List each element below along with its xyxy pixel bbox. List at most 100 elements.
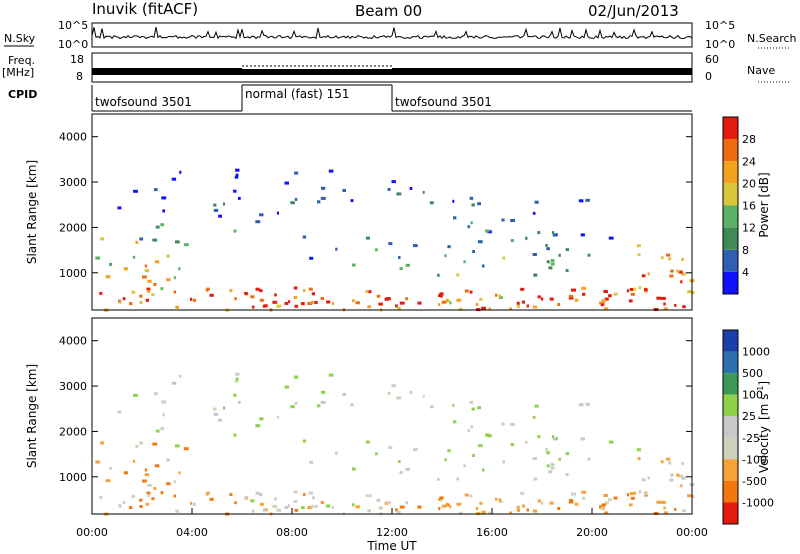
power-cell (630, 292, 635, 296)
velocity-cell (613, 496, 618, 500)
power-cell (234, 175, 239, 179)
power-cell (367, 305, 372, 309)
power-cell (633, 287, 637, 291)
power-cell (391, 180, 396, 184)
power-cell (154, 188, 158, 192)
velocity-cell (307, 506, 313, 509)
velocity-cell (262, 508, 266, 512)
power-colorbar-swatch (723, 161, 738, 184)
velocity-cell (300, 506, 305, 510)
velocity-cell (152, 442, 158, 446)
velocity-cell (498, 498, 502, 502)
power-cell (335, 247, 338, 251)
velocity-cell (309, 460, 314, 464)
power-cell (162, 209, 165, 213)
nsky-label: N.Sky (4, 32, 36, 45)
velocity-cell (311, 496, 315, 500)
power-cell (388, 242, 393, 246)
velocity-cell (321, 390, 326, 394)
power-cell (581, 286, 587, 290)
power-yticks: 4000 3000 2000 1000 (59, 131, 692, 280)
power-cell (109, 262, 112, 266)
power-cell (171, 177, 177, 181)
power-cell (144, 264, 148, 268)
power-cell (95, 256, 101, 260)
freq-bar-0 (92, 68, 242, 75)
power-cell (587, 253, 591, 257)
velocity-cell (525, 440, 528, 444)
power-colorbar-swatch (723, 117, 738, 140)
power-cell (131, 290, 136, 294)
power-cell (300, 302, 305, 306)
power-cell (638, 286, 642, 290)
velocity-cell (399, 471, 403, 475)
velocity-colorbar-tick: -25 (742, 432, 760, 445)
power-cell (603, 290, 608, 293)
power-scatter-cells (95, 168, 695, 312)
velocity-colorbar-frame (722, 329, 739, 525)
power-cell (264, 304, 268, 308)
velocity-cell (464, 493, 469, 497)
power-cell (670, 269, 674, 273)
power-cell (405, 297, 408, 301)
velocity-cell (660, 460, 664, 464)
velocity-ylabel: Slant Range [km] (25, 364, 39, 468)
velocity-cell (603, 494, 608, 497)
power-cell (133, 189, 138, 193)
velocity-cell (119, 504, 122, 508)
velocity-cell (549, 501, 554, 505)
velocity-cell (209, 497, 214, 501)
velocity-cell (293, 490, 298, 494)
velocity-cell (477, 444, 483, 448)
velocity-cell (144, 468, 148, 472)
velocity-cell (571, 492, 576, 496)
power-cell (122, 297, 126, 301)
time-tick-label: 08:00 (276, 526, 308, 539)
velocity-cell (535, 477, 538, 481)
velocity-cell (663, 506, 666, 510)
power-cell (501, 218, 505, 222)
power-cell (495, 293, 498, 297)
velocity-cell (331, 506, 334, 509)
velocity-cell (676, 473, 680, 477)
power-cell (533, 273, 536, 277)
velocity-cell (179, 374, 182, 378)
velocity-cell (422, 394, 425, 398)
power-cell (475, 303, 479, 306)
velocity-cell (481, 510, 486, 514)
velocity-cell (328, 373, 334, 377)
velocity-cell (146, 491, 151, 495)
velocity-cell (447, 449, 451, 453)
velocity-colorbar-swatch (723, 351, 738, 374)
velocity-cell (574, 502, 579, 506)
velocity-cell (532, 509, 538, 513)
velocity-cell (440, 498, 443, 502)
velocity-cell (604, 501, 609, 505)
velocity-cell (472, 454, 475, 457)
velocity-cell (378, 506, 383, 510)
velocity-cell (532, 415, 536, 419)
velocity-panel: 4000 3000 2000 1000 00:00 04:00 08:00 12:00 16:… (25, 317, 708, 553)
velocity-cell (387, 391, 391, 395)
velocity-cell (532, 457, 537, 460)
power-cell (135, 240, 139, 244)
velocity-colorbar-tick: 500 (742, 367, 763, 380)
power-cell (123, 267, 128, 271)
velocity-cell (641, 478, 646, 482)
velocity-cell (537, 435, 541, 439)
power-cell (397, 306, 401, 310)
velocity-cell (303, 493, 306, 496)
velocity-cell (458, 511, 463, 515)
velocity-cell (546, 464, 550, 468)
power-cell (175, 305, 179, 309)
power-cell (546, 247, 550, 251)
power-cell (439, 292, 444, 296)
power-cell (549, 297, 554, 301)
velocity-xlabel: Time UT (366, 539, 417, 553)
velocity-cell (471, 407, 475, 411)
velocity-cell (446, 502, 449, 506)
time-tick-label: 04:00 (176, 526, 208, 539)
velocity-cell (276, 415, 279, 419)
velocity-cell (405, 501, 408, 505)
